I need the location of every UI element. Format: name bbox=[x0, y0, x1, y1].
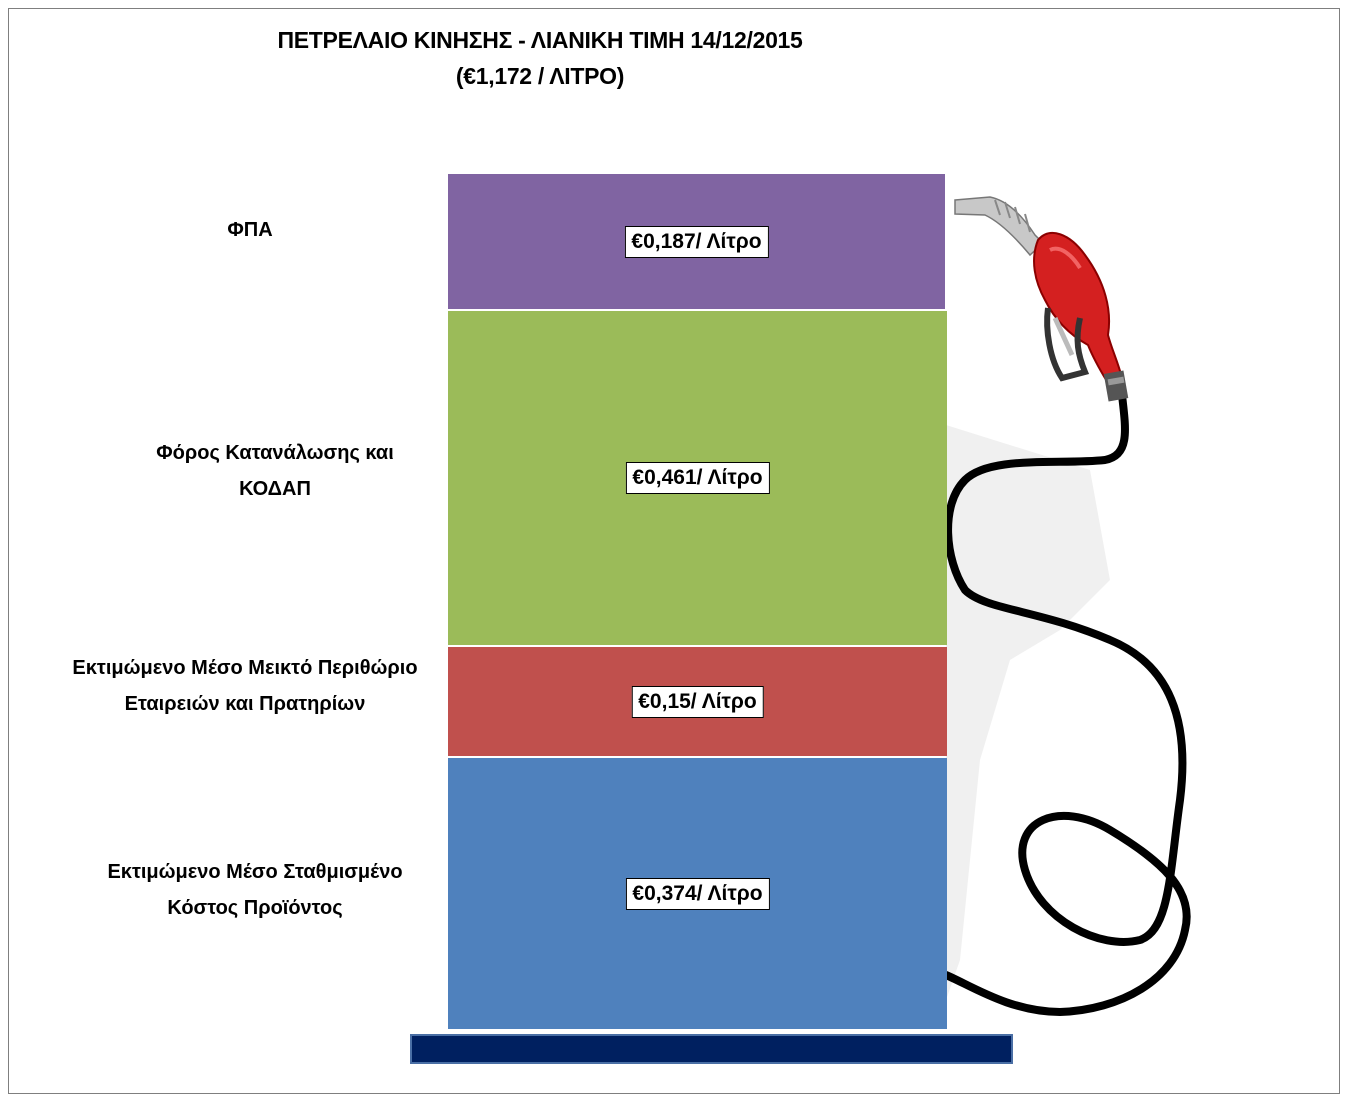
bar-segment-vat: €0,187/ Λίτρο bbox=[448, 174, 945, 309]
value-label-tax: €0,461/ Λίτρο bbox=[625, 462, 770, 494]
chart-title: ΠΕΤΡΕΛΑΙΟ ΚΙΝΗΣΗΣ - ΛΙΑΝΙΚΗ ΤΙΜΗ 14/12/2… bbox=[277, 27, 803, 53]
category-label-vat: ΦΠΑ bbox=[150, 212, 350, 248]
bar-segment-tax: €0,461/ Λίτρο bbox=[448, 311, 947, 645]
category-label-margin-line-1: Εκτιμώμενο Μέσο Μεικτό Περιθώριο bbox=[72, 657, 418, 679]
category-label-vat-line-1: ΦΠΑ bbox=[227, 219, 273, 241]
category-label-cost: Εκτιμώμενο Μέσο Σταθμισμένο Κόστος Προϊό… bbox=[60, 854, 450, 926]
category-label-margin-line-2: Εταιρειών και Πρατηρίων bbox=[124, 693, 366, 715]
category-label-tax-line-2: ΚΟΔΑΠ bbox=[239, 478, 311, 500]
fuel-hose-icon bbox=[942, 391, 1191, 1017]
pump-base bbox=[410, 1034, 1013, 1064]
category-label-margin: Εκτιμώμενο Μέσο Μεικτό Περιθώριο Εταιρει… bbox=[40, 650, 450, 722]
category-label-cost-line-1: Εκτιμώμενο Μέσο Σταθμισμένο bbox=[107, 861, 403, 883]
fuel-nozzle-icon bbox=[954, 196, 1129, 402]
value-label-cost: €0,374/ Λίτρο bbox=[625, 877, 770, 910]
category-label-tax-line-1: Φόρος Κατανάλωσης και bbox=[156, 442, 394, 464]
category-label-cost-line-2: Κόστος Προϊόντος bbox=[167, 897, 343, 919]
category-label-tax: Φόρος Κατανάλωσης και ΚΟΔΑΠ bbox=[100, 435, 450, 507]
bar-segment-margin: €0,15/ Λίτρο bbox=[448, 647, 947, 756]
value-label-margin: €0,15/ Λίτρο bbox=[631, 685, 764, 718]
value-label-vat: €0,187/ Λίτρο bbox=[624, 225, 769, 258]
bar-segment-cost: €0,374/ Λίτρο bbox=[448, 758, 947, 1029]
chart-subtitle: (€1,172 / ΛΙΤΡΟ) bbox=[455, 63, 625, 89]
hose-shadow bbox=[946, 425, 1110, 1000]
